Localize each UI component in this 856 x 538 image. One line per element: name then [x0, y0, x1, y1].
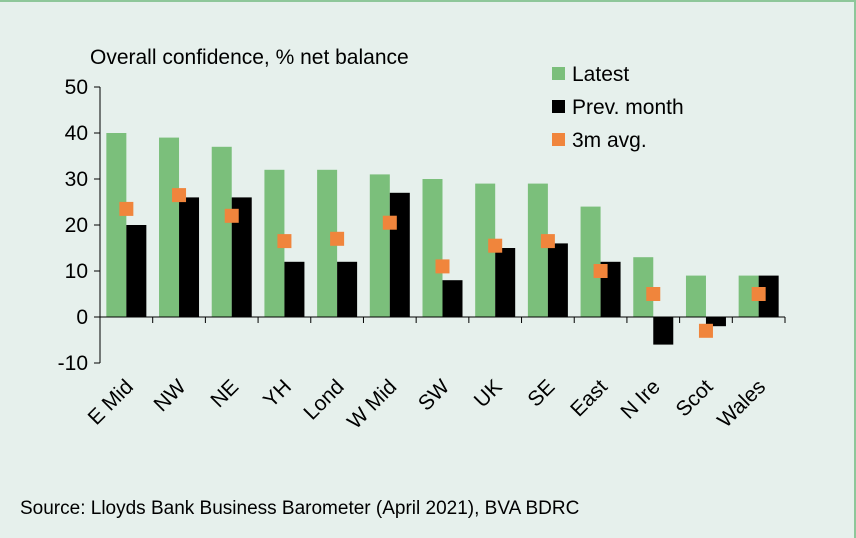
bar-prev-month — [389, 192, 410, 317]
y-axis: -10 0 10 20 30 40 50 — [58, 76, 101, 375]
chart-title: Overall confidence, % net balance — [90, 46, 409, 69]
legend-swatch — [552, 67, 565, 80]
x-tick-label: Wales — [713, 375, 770, 432]
x-tick-label: NE — [206, 375, 243, 412]
x-tick-label: YH — [259, 375, 296, 412]
bar-latest — [527, 183, 548, 317]
y-tick-label: 50 — [65, 76, 88, 99]
bar-latest — [580, 206, 601, 317]
marker-3m-avg — [119, 201, 134, 216]
x-tick-label: N Ire — [616, 375, 664, 423]
marker-3m-avg — [751, 287, 766, 301]
bar-latest — [317, 169, 338, 317]
marker-3m-avg — [277, 234, 292, 249]
bar-prev-month — [126, 225, 147, 317]
marker-3m-avg — [435, 259, 450, 274]
bar-latest — [159, 137, 180, 317]
marker-3m-avg — [540, 234, 555, 249]
x-tick-label: Scot — [672, 375, 718, 421]
legend-swatch — [552, 133, 565, 146]
marker-3m-avg — [698, 323, 713, 338]
legend-label: Latest — [572, 63, 629, 86]
marker-3m-avg — [224, 208, 239, 223]
bar-prev-month — [495, 248, 516, 317]
marker-3m-avg — [172, 188, 187, 203]
bar-prev-month — [284, 261, 305, 317]
bar-latest — [369, 174, 390, 317]
y-tick-label: 30 — [65, 168, 88, 191]
x-tick-label: Lond — [299, 375, 348, 424]
y-tick-label: 10 — [65, 260, 88, 283]
bar-latest — [738, 275, 759, 317]
x-tick-label: UK — [470, 375, 507, 412]
marker-3m-avg — [593, 264, 608, 278]
x-tick-label: W Mid — [343, 375, 401, 433]
marker-3m-avg — [488, 238, 503, 253]
bars — [106, 133, 779, 345]
bar-latest — [422, 179, 443, 317]
bar-latest — [633, 257, 654, 317]
bar-prev-month — [653, 317, 674, 345]
source-note: Source: Lloyds Bank Business Barometer (… — [20, 498, 580, 519]
bar-prev-month — [705, 317, 726, 327]
legend: Latest Prev. month 3m avg. — [552, 63, 684, 152]
bar-latest — [264, 169, 285, 317]
marker-3m-avg — [382, 215, 397, 230]
y-tick-label: 20 — [65, 214, 88, 237]
bar-prev-month — [758, 275, 779, 317]
legend-swatch — [552, 100, 565, 113]
x-tick-label: East — [566, 375, 612, 421]
y-tick-label: 40 — [65, 122, 88, 145]
marker-3m-avg — [330, 231, 345, 246]
markers — [119, 188, 766, 338]
legend-label: 3m avg. — [572, 129, 647, 152]
x-tick-label: E Mid — [84, 375, 138, 429]
legend-label: Prev. month — [572, 96, 684, 119]
y-tick-label: 0 — [76, 306, 88, 329]
bar-prev-month — [547, 243, 568, 317]
bar-prev-month — [337, 261, 358, 317]
bar-prev-month — [442, 280, 463, 317]
bar-latest — [685, 275, 706, 317]
x-tick-label: NW — [150, 375, 191, 416]
y-tick-label: -10 — [58, 352, 88, 375]
x-tick-label: SE — [523, 375, 559, 411]
bar-latest — [106, 133, 127, 317]
bar-latest — [211, 146, 232, 317]
x-tick-label: SW — [414, 375, 454, 415]
bar-latest — [475, 183, 496, 317]
marker-3m-avg — [646, 287, 661, 301]
bar-prev-month — [179, 197, 200, 317]
bar-prev-month — [231, 197, 252, 317]
